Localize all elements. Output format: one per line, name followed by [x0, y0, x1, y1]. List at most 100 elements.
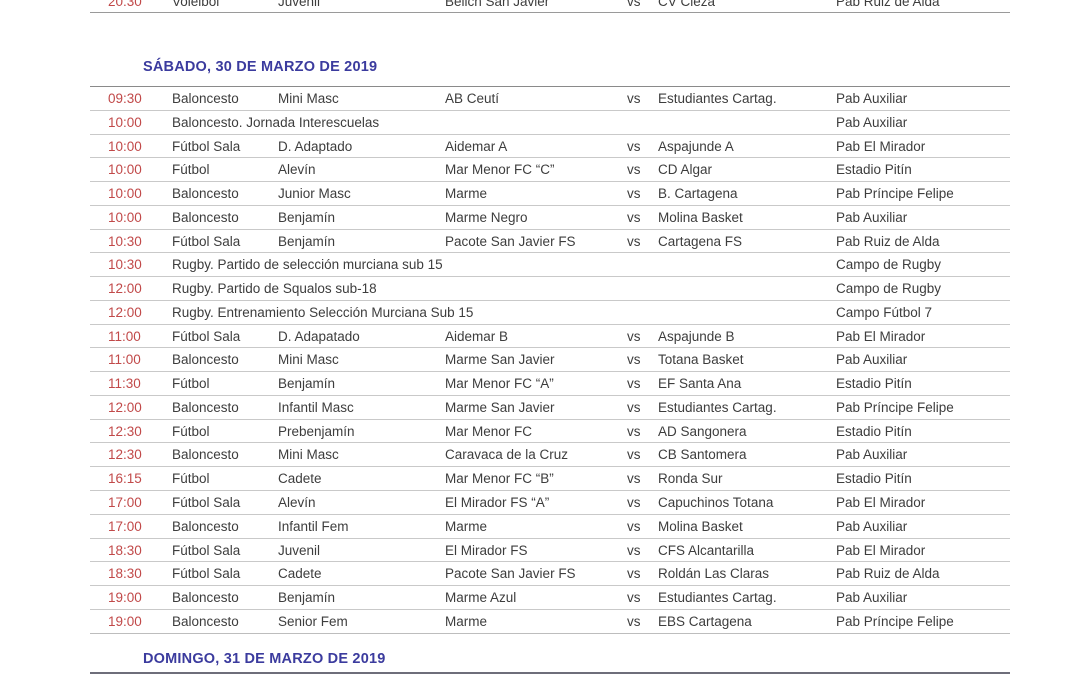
- match-venue: Campo Fútbol 7: [836, 304, 933, 320]
- match-row: 12:30 Baloncesto Mini Masc Caravaca de l…: [90, 443, 1010, 468]
- match-sport: Baloncesto: [172, 186, 239, 202]
- match-time: 11:00: [108, 328, 141, 344]
- match-home-team: Marme Azul: [445, 590, 517, 606]
- match-home-team: Marme San Javier: [445, 352, 555, 368]
- match-home-team: AB Ceutí: [445, 91, 500, 106]
- match-row: 17:00 Fútbol Sala Alevín El Mirador FS “…: [90, 491, 1010, 515]
- match-venue: Pab El Mirador: [836, 495, 926, 511]
- match-time: 11:30: [108, 376, 141, 392]
- match-row: 10:00 Fútbol Sala D. Adaptado Aidemar A …: [90, 135, 1010, 159]
- match-venue: Pab Auxiliar: [836, 590, 908, 606]
- match-sport: Fútbol: [172, 471, 210, 487]
- match-time: 10:00: [108, 162, 142, 178]
- match-time: 12:00: [108, 399, 142, 415]
- match-home-team: Mar Menor FC: [445, 423, 533, 439]
- match-away-team: Capuchinos Totana: [658, 495, 774, 511]
- match-category: Mini Masc: [278, 447, 339, 463]
- match-description: Rugby. Partido de Squalos sub-18: [172, 281, 377, 297]
- vs-label: vs: [627, 447, 641, 463]
- match-category: Junior Masc: [278, 186, 351, 202]
- match-venue: Estadio Pitín: [836, 162, 912, 178]
- match-time: 16:15: [108, 471, 142, 487]
- vs-label: vs: [627, 495, 641, 511]
- match-sport: Fútbol Sala: [172, 138, 241, 154]
- match-row: 12:00 Baloncesto Infantil Masc Marme San…: [90, 396, 1010, 420]
- vs-label: vs: [627, 399, 641, 415]
- match-sport: Voleibol: [172, 0, 220, 9]
- match-home-team: El Mirador FS: [445, 542, 528, 558]
- match-sport: Baloncesto: [172, 399, 239, 415]
- vs-label: vs: [627, 566, 641, 582]
- match-away-team: Totana Basket: [658, 352, 744, 368]
- match-sport: Fútbol Sala: [172, 542, 241, 558]
- vs-label: vs: [627, 138, 641, 154]
- match-row: 18:30 Fútbol Sala Cadete Pacote San Javi…: [90, 562, 1010, 587]
- match-row: 09:30 Baloncesto Mini Masc AB Ceutí vs E…: [90, 87, 1010, 111]
- match-home-team: El Mirador FS “A”: [445, 495, 550, 511]
- match-category: Cadete: [278, 566, 322, 582]
- match-venue: Pab Príncipe Felipe: [836, 186, 954, 202]
- match-time: 18:30: [108, 566, 142, 582]
- match-venue: Pab Ruiz de Alda: [836, 233, 940, 249]
- match-sport: Baloncesto: [172, 352, 239, 368]
- match-home-team: Caravaca de la Cruz: [445, 447, 569, 463]
- match-time: 10:00: [108, 138, 142, 154]
- match-category: Mini Masc: [278, 352, 339, 368]
- match-home-team: Belich San Javier: [445, 0, 550, 9]
- saturday-section-title: SÁBADO, 30 DE MARZO DE 2019: [143, 59, 378, 75]
- vs-label: vs: [627, 613, 641, 629]
- match-category: Benjamín: [278, 233, 336, 249]
- match-venue: Pab Príncipe Felipe: [836, 613, 954, 629]
- match-venue: Pab Príncipe Felipe: [836, 399, 954, 415]
- match-time: 10:30: [108, 257, 142, 273]
- match-venue: Pab El Mirador: [836, 328, 926, 344]
- match-time: 10:00: [108, 209, 142, 225]
- match-category: Alevín: [278, 162, 316, 178]
- match-time: 12:30: [108, 423, 142, 439]
- match-venue: Estadio Pitín: [836, 471, 912, 487]
- match-row: 10:30 Rugby. Partido de selección murcia…: [90, 253, 1010, 278]
- match-home-team: Marme: [445, 518, 488, 534]
- match-home-team: Mar Menor FC “C”: [445, 162, 555, 178]
- match-category: Senior Fem: [278, 613, 348, 629]
- match-away-team: AD Sangonera: [658, 423, 747, 439]
- match-category: Juvenil: [278, 542, 321, 558]
- vs-label: vs: [627, 91, 641, 106]
- match-away-team: Estudiantes Cartag.: [658, 399, 777, 415]
- match-home-team: Marme San Javier: [445, 399, 555, 415]
- match-away-team: EF Santa Ana: [658, 376, 742, 392]
- match-sport: Fútbol: [172, 376, 210, 392]
- match-venue: Campo de Rugby: [836, 281, 942, 297]
- match-home-team: Aidemar B: [445, 328, 509, 344]
- match-row: 11:00 Baloncesto Mini Masc Marme San Jav…: [90, 348, 1010, 373]
- match-time: 17:00: [108, 495, 142, 511]
- match-row: 12:30 Fútbol Prebenjamín Mar Menor FC vs…: [90, 420, 1010, 444]
- match-time: 12:30: [108, 447, 142, 463]
- match-row: 11:00 Fútbol Sala D. Adapatado Aidemar B…: [90, 325, 1010, 349]
- sunday-section-title: DOMINGO, 31 DE MARZO DE 2019: [143, 651, 386, 667]
- match-venue: Estadio Pitín: [836, 423, 912, 439]
- match-row: 10:00 Baloncesto. Jornada Interescuelas …: [90, 111, 1010, 135]
- match-row: 18:30 Fútbol Sala Juvenil El Mirador FS …: [90, 539, 1010, 563]
- match-row: 19:00 Baloncesto Benjamín Marme Azul vs …: [90, 586, 1010, 610]
- next-table-top-rule: [90, 672, 1010, 674]
- vs-label: vs: [627, 328, 641, 344]
- match-time: 20:30: [108, 0, 142, 9]
- match-away-team: B. Cartagena: [658, 186, 738, 202]
- match-home-team: Marme: [445, 613, 488, 629]
- match-category: D. Adaptado: [278, 138, 353, 154]
- match-venue: Pab Auxiliar: [836, 352, 908, 368]
- match-home-team: Pacote San Javier FS: [445, 566, 576, 582]
- match-away-team: Roldán Las Claras: [658, 566, 770, 582]
- vs-label: vs: [627, 162, 641, 178]
- match-row: 19:00 Baloncesto Senior Fem Marme vs EBS…: [90, 610, 1010, 634]
- match-away-team: Aspajunde A: [658, 138, 734, 154]
- match-sport: Baloncesto: [172, 590, 239, 606]
- match-away-team: EBS Cartagena: [658, 613, 752, 629]
- match-venue: Pab Ruiz de Alda: [836, 0, 940, 9]
- vs-label: vs: [627, 233, 641, 249]
- match-away-team: Estudiantes Cartag.: [658, 91, 777, 106]
- match-sport: Baloncesto: [172, 91, 239, 106]
- match-sport: Baloncesto: [172, 447, 239, 463]
- match-row: 12:00 Rugby. Partido de Squalos sub-18 C…: [90, 277, 1010, 301]
